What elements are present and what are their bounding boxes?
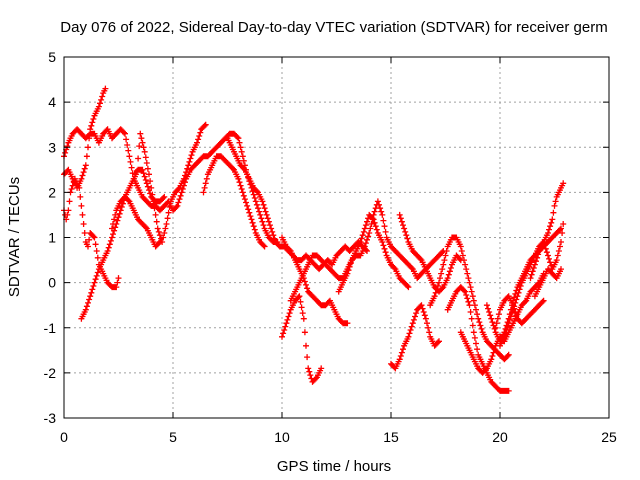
series-track-22 bbox=[531, 266, 564, 300]
x-axis-label: GPS time / hours bbox=[277, 458, 391, 475]
y-tick-label: -1 bbox=[44, 320, 57, 336]
grid bbox=[64, 57, 609, 418]
y-tick-label: -2 bbox=[44, 365, 57, 381]
plus-markers bbox=[492, 293, 547, 331]
plus-markers bbox=[132, 121, 209, 245]
plus-markers bbox=[200, 153, 268, 250]
y-tick-label: 4 bbox=[48, 94, 56, 110]
y-axis-label: SDTVAR / TECUs bbox=[6, 177, 23, 297]
series-track-15 bbox=[427, 234, 512, 363]
plus-markers bbox=[531, 266, 564, 300]
plus-markers bbox=[287, 198, 447, 304]
series-track-11 bbox=[287, 198, 447, 304]
data-points bbox=[61, 85, 567, 394]
y-tick-label: -3 bbox=[44, 410, 57, 426]
y-tick-label: 5 bbox=[48, 49, 56, 65]
plus-markers bbox=[427, 234, 512, 363]
series-track-5 bbox=[132, 121, 209, 245]
y-tick-label: 0 bbox=[48, 275, 56, 291]
chart-title: Day 076 of 2022, Sidereal Day-to-day VTE… bbox=[60, 19, 607, 36]
series-track-21 bbox=[527, 221, 567, 282]
series-track-13 bbox=[388, 302, 442, 372]
y-tick-label: 3 bbox=[48, 139, 56, 155]
series-track-16 bbox=[444, 284, 512, 394]
y-tick-label: 1 bbox=[48, 230, 56, 246]
plus-markers bbox=[109, 193, 163, 250]
plus-markers bbox=[61, 126, 281, 245]
series-track-20 bbox=[492, 293, 547, 331]
x-tick-label: 0 bbox=[60, 429, 68, 445]
x-tick-label: 10 bbox=[274, 429, 290, 445]
series-track-1 bbox=[61, 126, 281, 245]
series-track-12 bbox=[335, 211, 412, 295]
plus-markers bbox=[388, 302, 442, 372]
series-track-14 bbox=[396, 211, 464, 295]
plus-markers bbox=[396, 211, 464, 295]
y-tick-label: 2 bbox=[48, 184, 56, 200]
series-track-7 bbox=[200, 153, 268, 250]
x-tick-label: 15 bbox=[383, 429, 399, 445]
x-tick-label: 25 bbox=[601, 429, 617, 445]
axes: 0 5 10 15 20 25 -3 -2 -1 0 1 2 3 4 5 bbox=[44, 49, 617, 445]
plus-markers bbox=[527, 221, 567, 282]
x-tick-label: 5 bbox=[169, 429, 177, 445]
x-tick-label: 20 bbox=[492, 429, 508, 445]
plus-markers bbox=[444, 284, 512, 394]
plus-markers bbox=[335, 211, 412, 295]
series-track-10 bbox=[279, 293, 325, 385]
plus-markers bbox=[279, 293, 325, 385]
series-track-6 bbox=[109, 193, 163, 250]
